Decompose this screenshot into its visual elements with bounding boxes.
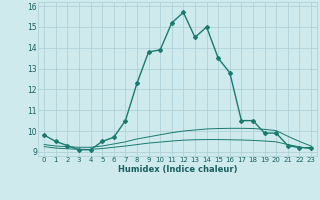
X-axis label: Humidex (Indice chaleur): Humidex (Indice chaleur) [118, 165, 237, 174]
